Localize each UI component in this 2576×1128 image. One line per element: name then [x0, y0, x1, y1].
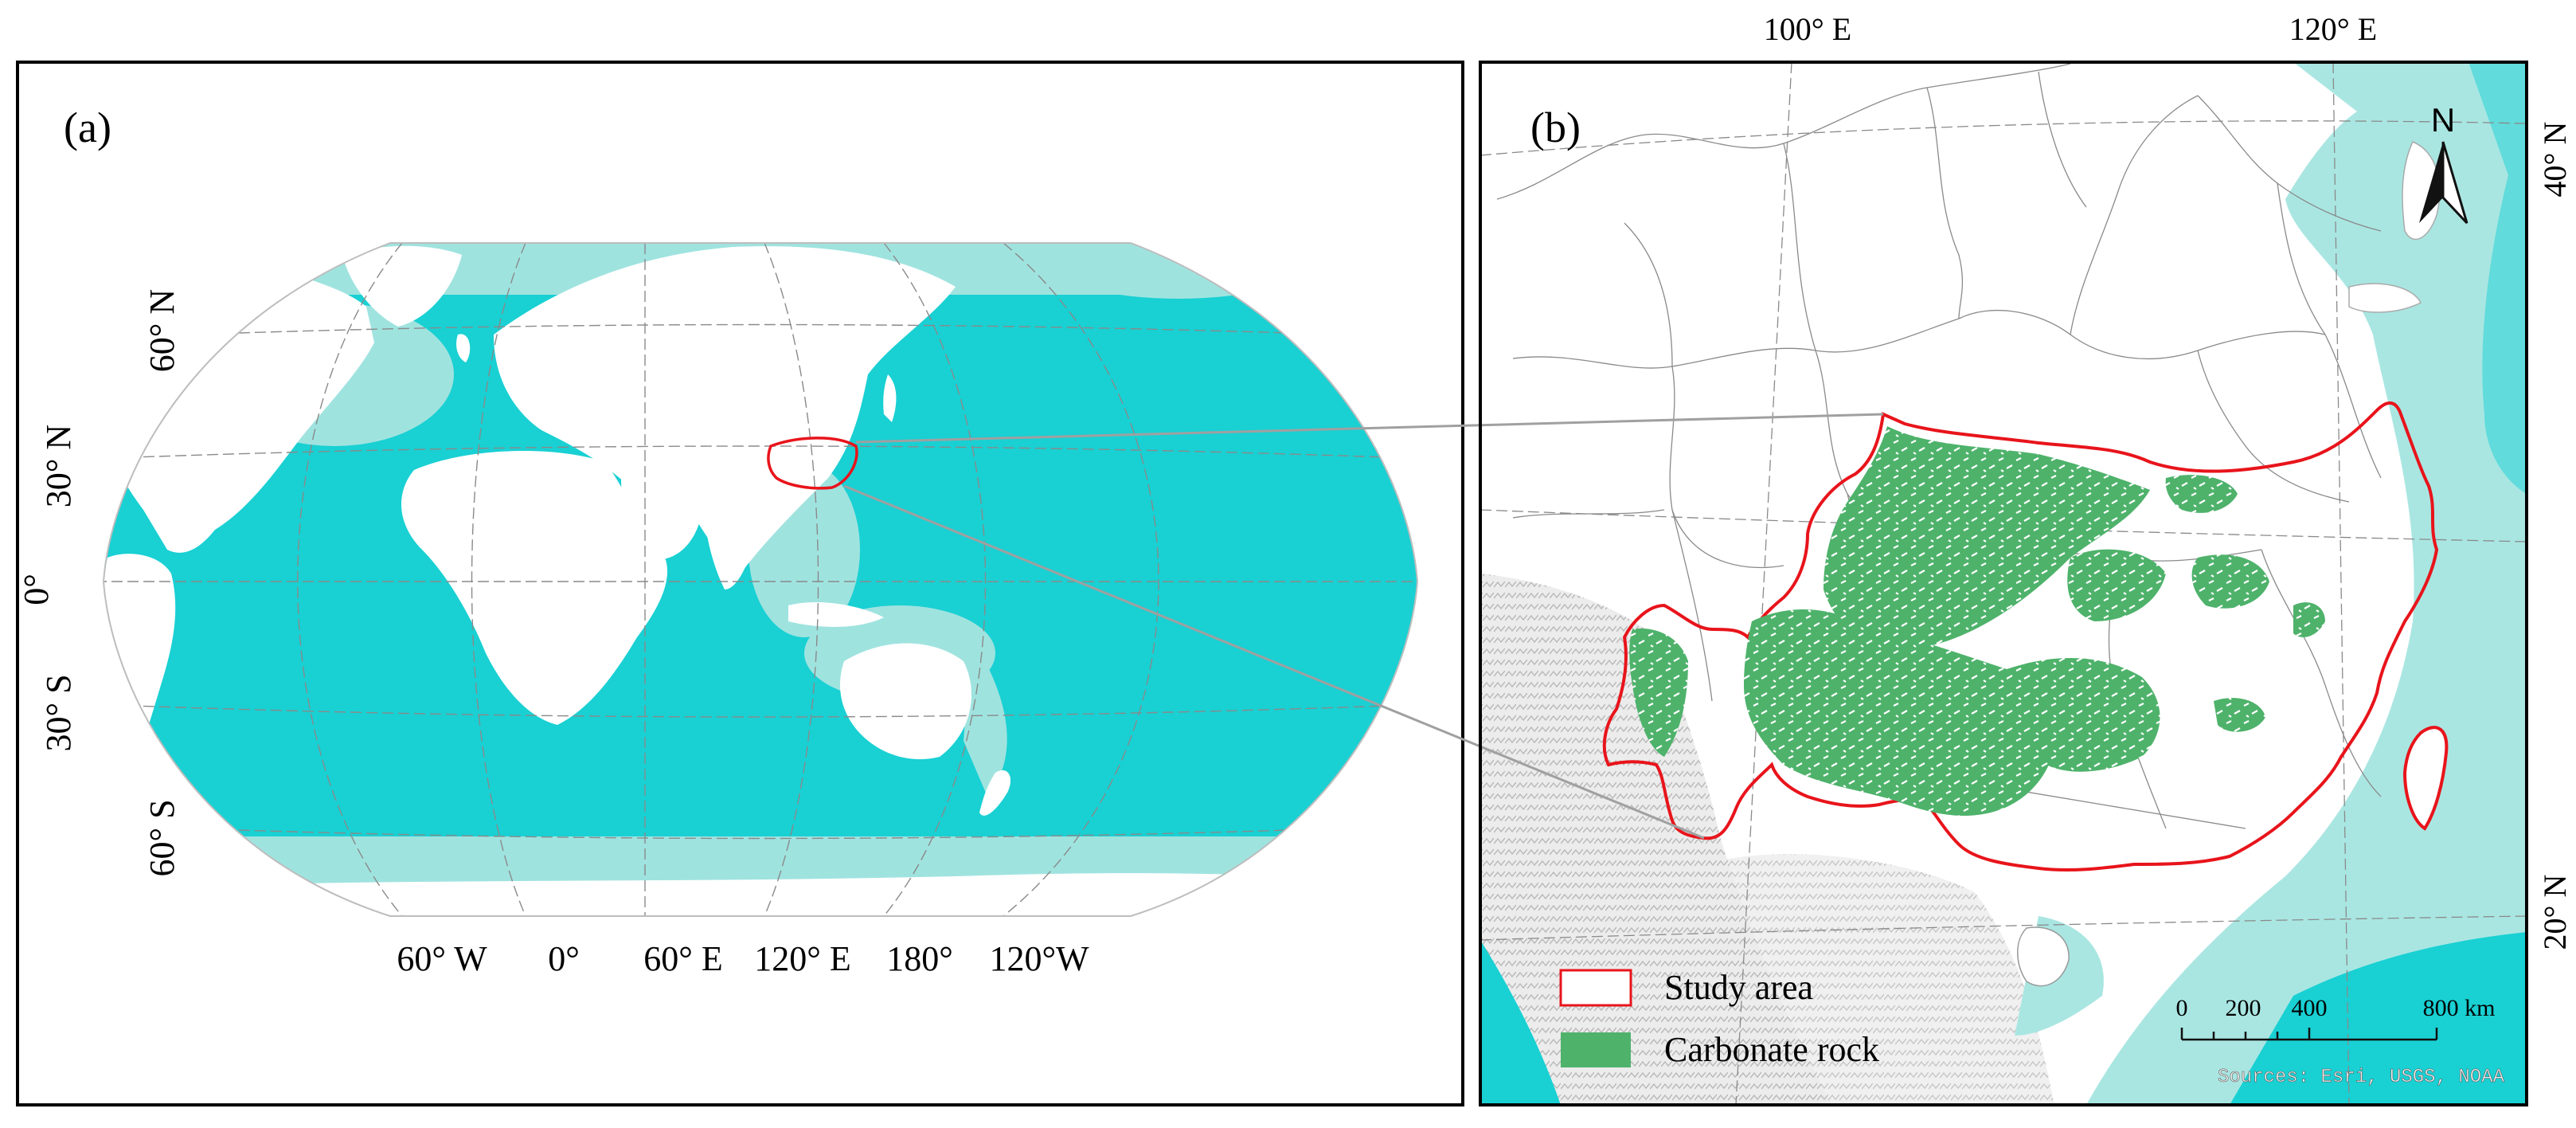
study-area-small [767, 437, 858, 490]
lon-label-120e: 120° E [754, 939, 850, 978]
japan [883, 374, 897, 422]
india [705, 486, 756, 589]
arabia [621, 478, 701, 560]
scale-tick-400: 400 [2292, 995, 2328, 1021]
lon-labels-a: 60° W 0° 60° E 120° E 180° 120°W [397, 939, 1089, 978]
scale-tick-200: 200 [2226, 995, 2261, 1021]
bay-of-bengal [1480, 940, 1561, 1105]
panel-b-label: (b) [1530, 104, 1581, 151]
scale-bar: 0 200 400 800 km [2176, 995, 2496, 1041]
deep-sea-east [2469, 62, 2527, 494]
lon-label-60e: 60° E [643, 939, 722, 978]
graticule [104, 243, 1417, 916]
scale-tick-800: 800 km [2423, 995, 2496, 1021]
lat-labels-a: 60° N 30° N 0° 30° S 60° S [17, 289, 182, 877]
antarctica [104, 873, 1417, 916]
lat-label-40n: 40° N [2537, 122, 2573, 198]
lon-label-60w: 60° W [397, 939, 487, 978]
legend: Study area Carbonate rock [1559, 968, 1879, 1069]
connector-lines [843, 413, 1884, 840]
greenland [342, 245, 462, 327]
lon-label-120w: 120°W [989, 939, 1089, 978]
lat-label-20n: 20° N [2537, 875, 2573, 950]
east-sea [2086, 62, 2527, 1105]
lon-label-0: 0° [548, 939, 580, 978]
lon-label-180: 180° [886, 939, 953, 978]
panel-a: (a) 60° N 30° N 0° 30° S 60° S 60° W 0° … [16, 61, 1464, 1106]
lat-label-30s: 30° S [39, 674, 78, 751]
shandong [2348, 283, 2422, 313]
lat-label-30n: 30° N [39, 425, 78, 507]
uk [456, 334, 471, 362]
lon-label-100e: 100° E [1764, 11, 1851, 47]
study-area-outline [1602, 401, 2439, 872]
panel-a-label: (a) [64, 104, 111, 151]
hainan-island [2017, 926, 2070, 987]
taiwan [2402, 726, 2449, 831]
panel-b-frame [1479, 61, 2528, 1106]
legend-carbonate-label: Carbonate rock [1664, 1030, 1879, 1069]
legend-study-area-swatch [1559, 969, 1632, 1007]
new-zealand [979, 770, 1011, 816]
continents [104, 245, 1417, 916]
carbonate-rock [1629, 426, 2325, 817]
relief-shading-south [1720, 854, 2054, 1105]
north-arrow-label: N [2431, 101, 2455, 139]
lat-label-60s: 60° S [143, 799, 182, 876]
scale-tick-0: 0 [2176, 995, 2188, 1021]
legend-carbonate-swatch [1561, 1032, 1631, 1067]
eurasia [494, 246, 956, 574]
north-arrow-icon [2419, 142, 2443, 223]
map-credit: Sources: Esri, USGS, NOAA [2218, 1067, 2505, 1088]
panel-b: (b) 100° E 120° E 40° N 20° N N Study ar… [843, 11, 2573, 1106]
deep-sea-south [2230, 932, 2527, 1105]
lat-label-0: 0° [17, 574, 56, 605]
world-map [104, 243, 1417, 916]
africa [401, 451, 668, 725]
australia [840, 643, 971, 760]
world-outline [102, 242, 1419, 917]
north-arrow: N [2419, 101, 2469, 225]
lat-label-60n: 60° N [143, 289, 182, 372]
legend-study-area-label: Study area [1664, 968, 1813, 1007]
indonesia [788, 601, 884, 627]
lon-label-120e-b: 120° E [2289, 11, 2377, 47]
